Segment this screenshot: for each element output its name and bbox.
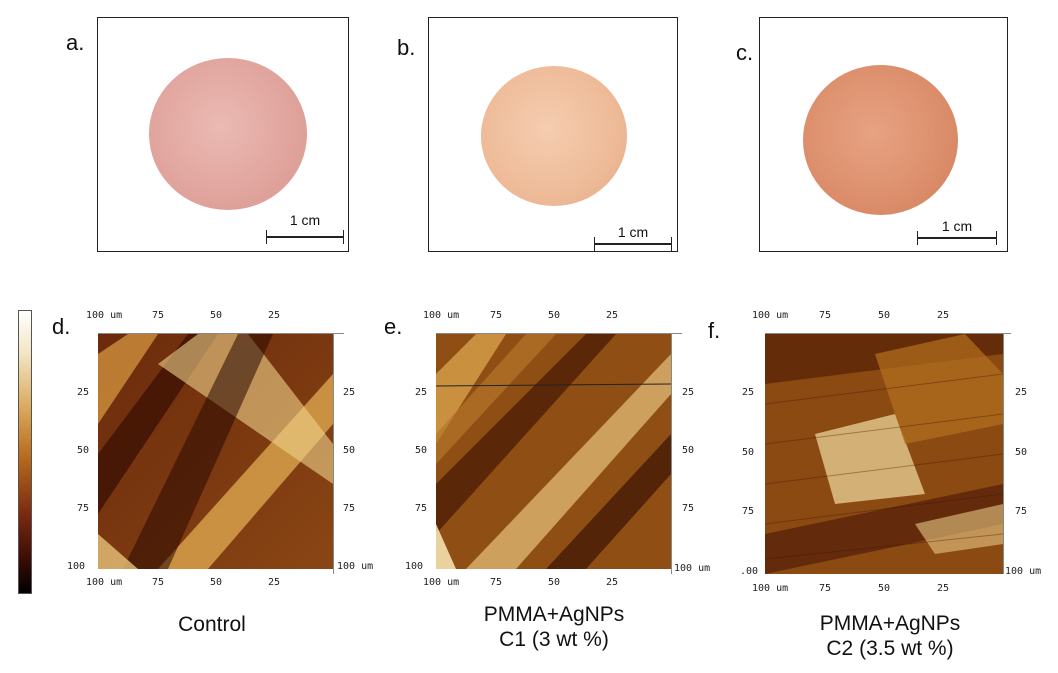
tick-right-f-0: 25 [1015,387,1028,398]
afm-frame-right-d [333,334,334,574]
scale-label-c: 1 cm [941,218,973,234]
afm-frame-right-e [671,334,672,574]
tick-right-d-3: 100 um [337,561,374,572]
panel-letter-d: d. [52,314,71,339]
sample-disc-c [803,65,958,215]
height-color-scale [18,310,32,594]
tick-left-f-0: 25 [742,387,755,398]
caption-e-line1: PMMA+AgNPs [483,603,625,626]
afm-frame-top-e [436,333,682,334]
tick-bottom-e-0: 100 um [423,577,460,588]
tick-bottom-e-2: 50 [548,577,561,588]
tick-top-d-0: 100 um [86,310,123,321]
tick-bottom-e-3: 25 [606,577,619,588]
caption-d-line1: Control [178,613,246,636]
tick-top-d-1: 75 [152,310,165,321]
tick-right-d-0: 25 [343,387,356,398]
tick-top-e-1: 75 [490,310,503,321]
tick-right-f-1: 50 [1015,447,1028,458]
tick-bottom-e-1: 75 [490,577,503,588]
tick-right-e-1: 50 [682,445,695,456]
tick-top-e-2: 50 [548,310,561,321]
photo-frame-a: 1 cm [97,17,349,252]
tick-top-f-3: 25 [937,310,950,321]
caption-f-line2: C2 (3.5 wt %) [826,637,954,660]
afm-image-e [436,334,671,569]
tick-bottom-d-0: 100 um [86,577,123,588]
tick-top-f-0: 100 um [752,310,789,321]
tick-right-e-0: 25 [682,387,695,398]
photo-frame-b: 1 cm [428,17,678,252]
scale-bar-a [266,230,344,244]
tick-left-d-2: 75 [77,503,90,514]
caption-f-line1: PMMA+AgNPs [819,612,961,635]
afm-frame-top-f [765,333,1011,334]
tick-right-f-2: 75 [1015,506,1028,517]
panel-letter-c: c. [736,40,754,65]
tick-left-e-0: 25 [415,387,428,398]
tick-top-f-1: 75 [819,310,832,321]
tick-bottom-d-3: 25 [268,577,281,588]
tick-right-d-2: 75 [343,503,356,514]
tick-top-e-3: 25 [606,310,619,321]
afm-image-d [98,334,333,569]
tick-bottom-f-2: 50 [878,583,891,594]
afm-frame-right-f [1003,334,1004,574]
panel-letter-f: f. [708,318,721,343]
tick-top-f-2: 50 [878,310,891,321]
tick-bottom-d-2: 50 [210,577,223,588]
sample-disc-a [149,58,307,210]
tick-right-d-1: 50 [343,445,356,456]
tick-top-d-3: 25 [268,310,281,321]
sample-disc-b [481,66,627,206]
tick-left-e-3: 100 [405,561,424,572]
tick-left-f-1: 50 [742,447,755,458]
panel-letter-a: a. [66,30,85,55]
caption-d: Control [92,612,332,637]
tick-left-d-0: 25 [77,387,90,398]
tick-bottom-d-1: 75 [152,577,165,588]
tick-right-f-3: 100 um [1005,566,1042,577]
panel-letter-b: b. [397,35,416,60]
afm-image-f [765,334,1003,574]
tick-top-d-2: 50 [210,310,223,321]
afm-frame-top-d [98,333,344,334]
tick-bottom-f-0: 100 um [752,583,789,594]
tick-right-e-2: 75 [682,503,695,514]
photo-frame-c: 1 cm [759,17,1008,252]
scale-label-a: 1 cm [289,212,321,228]
panel-letter-e: e. [384,314,403,339]
tick-left-e-2: 75 [415,503,428,514]
scale-bar-c [917,231,997,245]
tick-left-d-1: 50 [77,445,90,456]
tick-left-f-2: 75 [742,506,755,517]
caption-f: PMMA+AgNPs C2 (3.5 wt %) [770,611,1010,661]
tick-bottom-f-3: 25 [937,583,950,594]
scale-bar-b [594,237,672,251]
tick-left-f-3: .00 [740,566,759,577]
tick-left-e-1: 50 [415,445,428,456]
tick-left-d-3: 100 [67,561,86,572]
tick-top-e-0: 100 um [423,310,460,321]
tick-bottom-f-1: 75 [819,583,832,594]
caption-e-line2: C1 (3 wt %) [499,628,609,651]
tick-right-e-3: 100 um [674,563,711,574]
caption-e: PMMA+AgNPs C1 (3 wt %) [434,602,674,652]
scale-label-b: 1 cm [617,224,649,240]
